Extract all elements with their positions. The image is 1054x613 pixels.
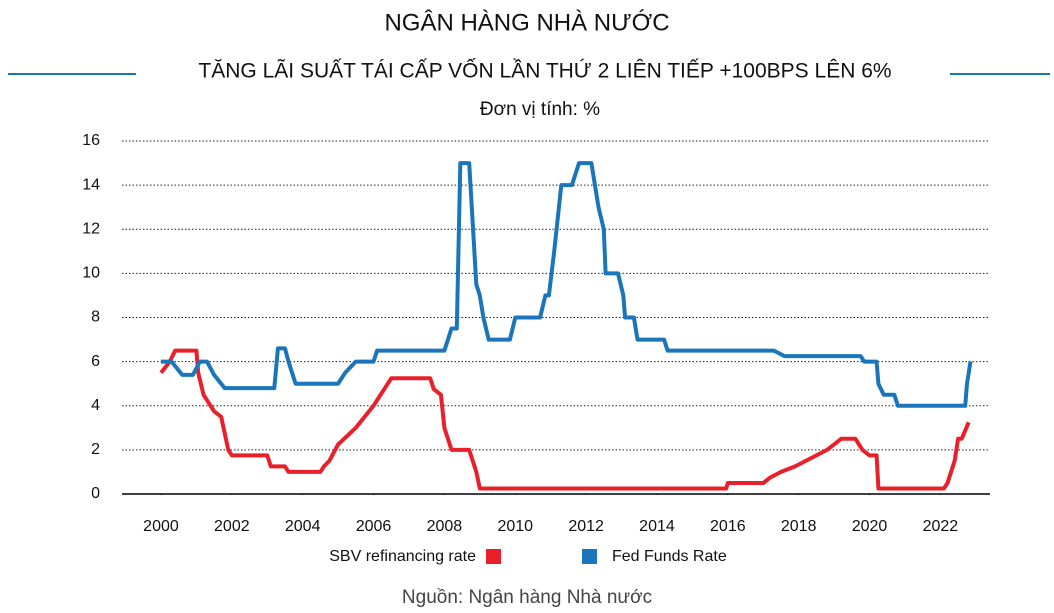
source: Nguồn: Ngân hàng Nhà nước: [402, 587, 652, 608]
y-tick-label: 6: [91, 353, 100, 370]
x-tick-label: 2014: [639, 518, 675, 535]
y-tick-label: 12: [82, 220, 100, 237]
x-tick-label: 2002: [214, 518, 250, 535]
x-tick-label: 2000: [143, 518, 179, 535]
x-tick-label: 2008: [427, 518, 463, 535]
legend-swatch: [582, 549, 597, 564]
legend-label: Fed Funds Rate: [612, 548, 727, 565]
series-line: [161, 161, 973, 408]
y-tick-label: 14: [82, 176, 100, 193]
legend-label: SBV refinancing rate: [329, 548, 476, 565]
chart-subtitle: TĂNG LÃI SUẤT TÁI CẤP VỐN LẦN THỨ 2 LIÊN…: [198, 59, 891, 83]
x-tick-label: 2016: [710, 518, 746, 535]
x-tick-label: 2010: [497, 518, 533, 535]
chart-title: NGÂN HÀNG NHÀ NƯỚC: [384, 9, 669, 36]
y-tick-label: 2: [91, 441, 100, 458]
x-tick-label: 2012: [568, 518, 604, 535]
y-tick-label: 4: [91, 397, 100, 414]
x-tick-label: 2004: [285, 518, 321, 535]
unit-note: Đơn vị tính: %: [480, 99, 600, 120]
x-tick-label: 2018: [781, 518, 817, 535]
legend-swatch: [486, 549, 501, 564]
y-tick-label: 10: [82, 265, 100, 282]
y-tick-label: 0: [91, 485, 100, 502]
y-tick-label: 8: [91, 309, 100, 326]
series-line: [159, 348, 971, 491]
x-tick-label: 2006: [356, 518, 392, 535]
y-tick-label: 16: [82, 132, 100, 149]
x-tick-label: 2020: [852, 518, 888, 535]
x-tick-label: 2022: [923, 518, 959, 535]
